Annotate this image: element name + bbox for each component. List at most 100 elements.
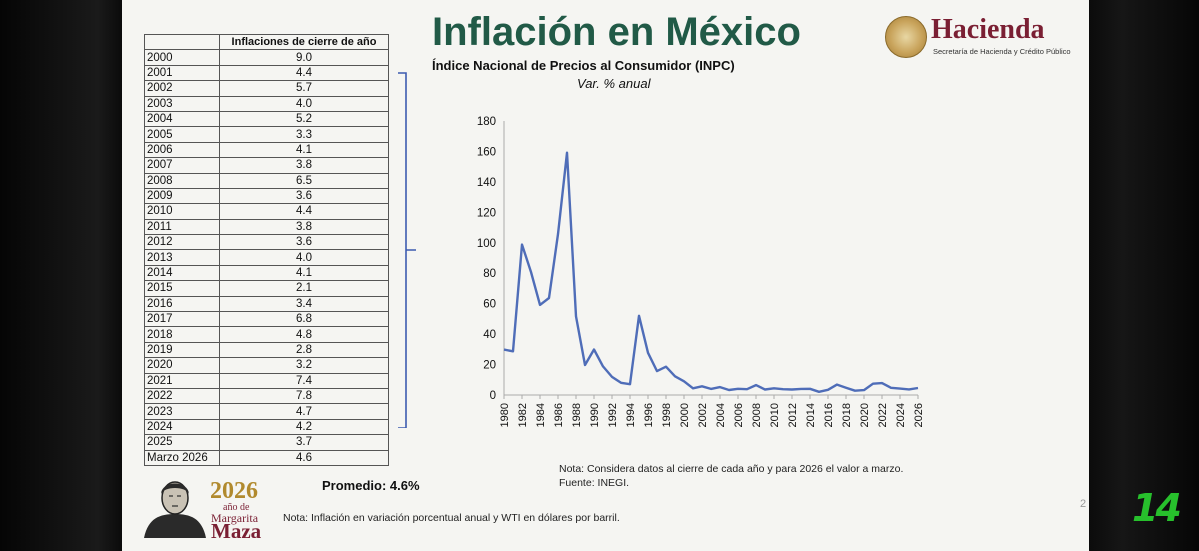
table-cell-year: Marzo 2026: [144, 449, 220, 466]
table-cell-year: 2002: [144, 80, 220, 97]
table-row: 2002 5.7: [144, 80, 389, 97]
x-tick-label: 2004: [715, 403, 727, 427]
table-row: 2006 4.1: [144, 141, 389, 159]
table-cell-year: 2014: [144, 264, 220, 282]
table-cell-value: 4.6: [219, 449, 389, 466]
table-cell-year: 2015: [144, 280, 220, 297]
table-cell-year: 2004: [144, 110, 220, 128]
table-row: 2007 3.8: [144, 157, 389, 174]
table-cell-year: 2000: [144, 49, 220, 66]
table-header-year: [144, 33, 220, 51]
table-cell-year: 2021: [144, 372, 220, 389]
logo-name: Hacienda: [931, 14, 1045, 45]
coat-of-arms-icon: [885, 16, 927, 58]
table-cell-value: 5.2: [219, 110, 389, 128]
x-tick-label: 2020: [859, 403, 871, 427]
slide: Inflación en México Hacienda Secretaría …: [122, 0, 1089, 551]
logo-subtitle: Secretaría de Hacienda y Crédito Público: [933, 47, 1071, 56]
table-row: 2015 2.1: [144, 280, 389, 297]
table-cell-year: 2011: [144, 218, 220, 236]
table-cell-value: 4.7: [219, 403, 389, 420]
table-cell-value: 2.1: [219, 280, 389, 297]
table-row: 2018 4.8: [144, 326, 389, 343]
table-cell-year: 2023: [144, 403, 220, 420]
table-cell-value: 4.8: [219, 326, 389, 343]
table-body: 2000 9.0 2001 4.4 2002 5.7 2003 4.0 2004 5.2 2005 3…: [144, 49, 389, 466]
table-cell-year: 2018: [144, 326, 220, 343]
table-row: 2022 7.8: [144, 387, 389, 405]
table-row: 2013 4.0: [144, 249, 389, 266]
table-cell-year: 2019: [144, 341, 220, 359]
table-cell-value: 4.0: [219, 95, 389, 112]
y-tick-label: 120: [477, 207, 496, 219]
table-cell-value: 4.1: [219, 264, 389, 282]
table-row: Marzo 2026 4.6: [144, 449, 389, 466]
table-row: 2020 3.2: [144, 357, 389, 374]
inflation-table: Inflaciones de cierre de año 2000 9.0 2001…: [144, 33, 389, 466]
table-cell-year: 2020: [144, 357, 220, 374]
x-tick-label: 2000: [679, 403, 691, 427]
table-cell-year: 2016: [144, 295, 220, 313]
table-row: 2005 3.3: [144, 126, 389, 143]
table-row: 2019 2.8: [144, 341, 389, 359]
table-cell-value: 3.2: [219, 357, 389, 374]
left-black-bar: [0, 0, 122, 551]
y-tick-label: 80: [483, 268, 496, 280]
footnote-units: Nota: Inflación en variación porcentual …: [283, 512, 620, 524]
average-label: Promedio: 4.6%: [322, 478, 420, 493]
x-tick-label: 2008: [751, 403, 763, 427]
table-cell-year: 2025: [144, 434, 220, 451]
table-row: 2012 3.6: [144, 234, 389, 251]
table-cell-value: 7.8: [219, 387, 389, 405]
slide-title: Inflación en México: [432, 10, 801, 54]
x-tick-label: 2010: [769, 403, 781, 427]
x-tick-label: 2002: [697, 403, 709, 427]
x-tick-label: 1994: [625, 403, 637, 427]
table-cell-value: 2.8: [219, 341, 389, 359]
inflation-series-line: [503, 151, 919, 393]
table-row: 2003 4.0: [144, 95, 389, 112]
table-cell-value: 3.6: [219, 187, 389, 205]
footnote-source: Fuente: INEGI.: [559, 477, 630, 489]
x-axis: 1980 1982 1984 1986 1988 1990 1992 1994 1996 1998…: [499, 394, 925, 427]
table-cell-year: 2009: [144, 187, 220, 205]
table-cell-year: 2001: [144, 64, 220, 82]
table-row: 2000 9.0: [144, 49, 389, 66]
y-tick-label: 40: [483, 329, 496, 341]
table-row: 2025 3.7: [144, 434, 389, 451]
table-cell-value: 9.0: [219, 49, 389, 66]
table-cell-year: 2024: [144, 418, 220, 436]
x-tick-label: 1984: [535, 403, 547, 427]
x-tick-label: 1996: [643, 403, 655, 427]
y-tick-label: 0: [490, 390, 496, 402]
y-tick-label: 140: [477, 177, 496, 189]
table-header-value: Inflaciones de cierre de año: [219, 33, 389, 51]
table-row: 2008 6.5: [144, 172, 389, 189]
hacienda-logo: Hacienda Secretaría de Hacienda y Crédit…: [885, 14, 1085, 60]
table-cell-value: 3.8: [219, 218, 389, 236]
table-row: 2024 4.2: [144, 418, 389, 436]
table-cell-year: 2005: [144, 126, 220, 143]
table-row: 2023 4.7: [144, 403, 389, 420]
table-cell-value: 4.4: [219, 64, 389, 82]
table-cell-year: 2017: [144, 311, 220, 328]
x-tick-label: 1980: [499, 403, 511, 427]
table-cell-value: 3.6: [219, 234, 389, 251]
table-row: 2014 4.1: [144, 264, 389, 282]
table-cell-value: 3.4: [219, 295, 389, 313]
footnote-data: Nota: Considera datos al cierre de cada …: [559, 463, 904, 475]
year-logo-line3: Maza: [211, 519, 262, 543]
y-tick-label: 180: [477, 116, 496, 128]
portrait-icon: [144, 481, 206, 538]
x-tick-label: 1992: [607, 403, 619, 427]
table-cell-year: 2010: [144, 203, 220, 220]
table-row: 2001 4.4: [144, 64, 389, 82]
range-bracket: [398, 72, 416, 428]
table-cell-year: 2006: [144, 141, 220, 159]
y-tick-label: 100: [477, 238, 496, 250]
table-row: 2016 3.4: [144, 295, 389, 313]
table-cell-value: 6.5: [219, 172, 389, 189]
table-cell-value: 3.3: [219, 126, 389, 143]
table-header-row: Inflaciones de cierre de año: [144, 33, 389, 51]
table-cell-year: 2022: [144, 387, 220, 405]
